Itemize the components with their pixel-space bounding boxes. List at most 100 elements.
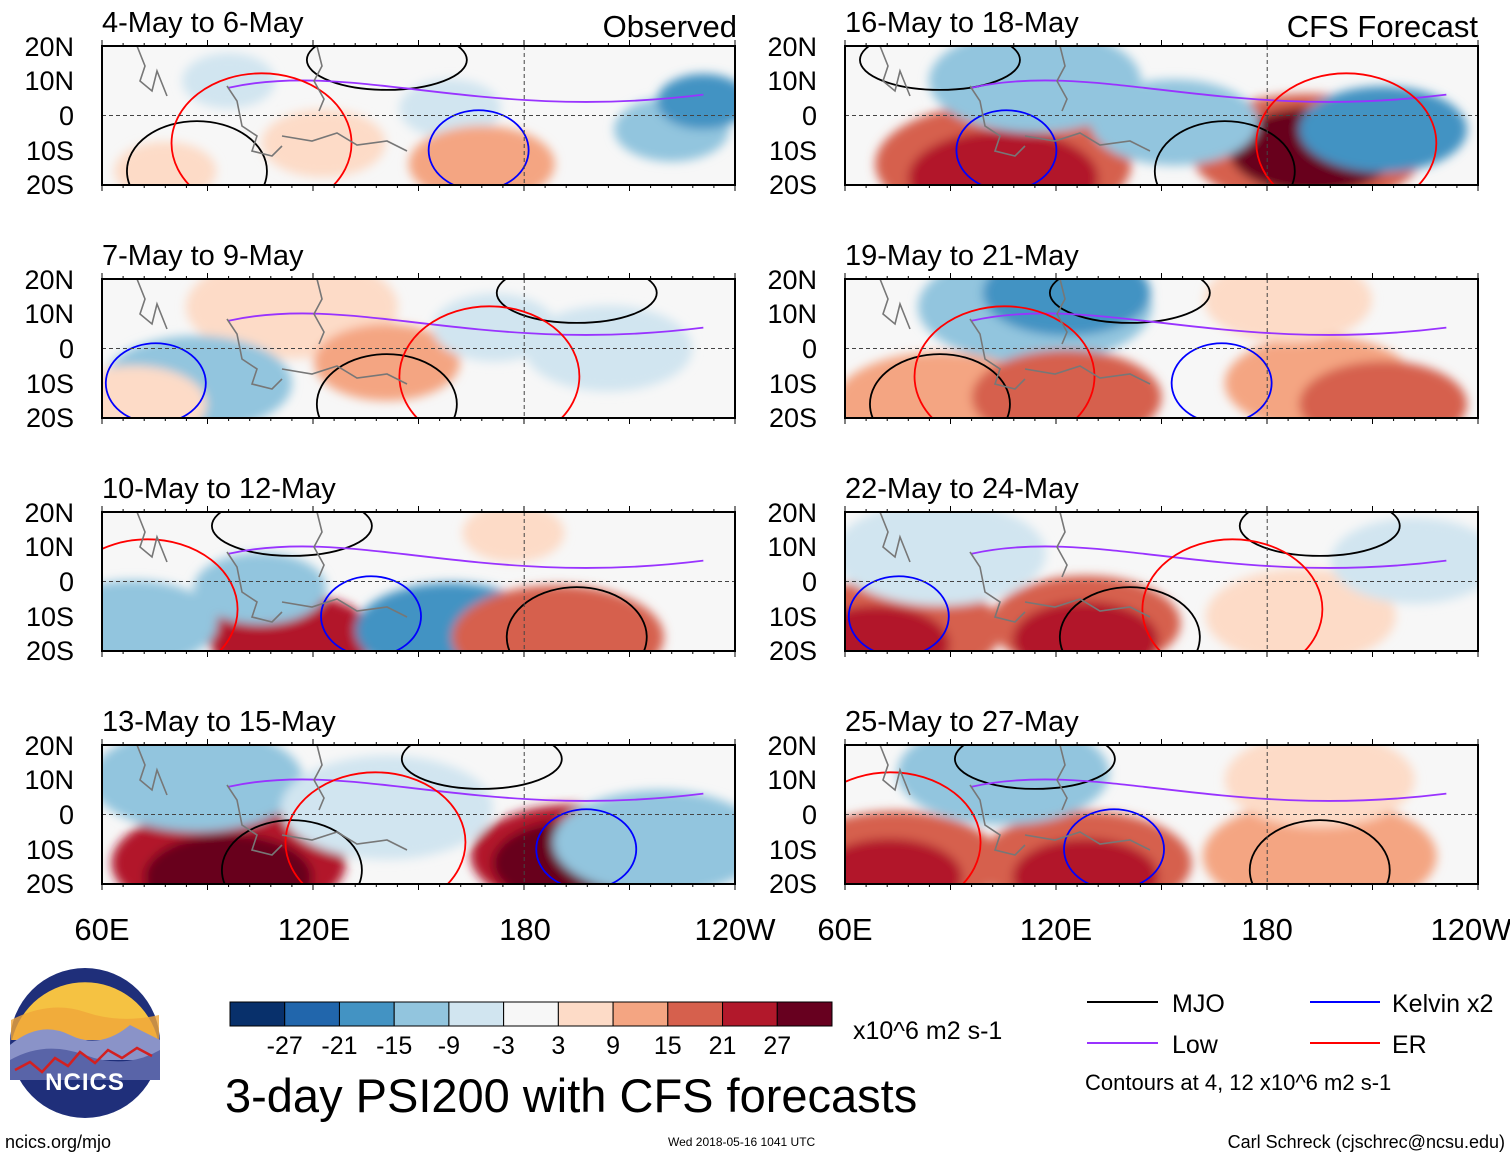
anomaly-blob [1204, 279, 1373, 343]
coast-indonesia [1024, 132, 1151, 152]
coast-india [136, 46, 168, 97]
lon-label-left-180: 180 [499, 912, 551, 947]
coast-indochina [226, 85, 283, 157]
map-panel: 13-May to 15-May 20N 10N 0 10S 20S [24, 706, 736, 899]
anomaly-blob [971, 349, 1162, 418]
mjo-contour [315, 353, 458, 418]
anomaly-blob [553, 790, 735, 884]
colorbar-tick: 15 [654, 1032, 682, 1060]
anomaly-blob [1224, 745, 1415, 828]
coast-indochina [226, 784, 283, 856]
coast-indochina [969, 551, 1026, 623]
lat-label: 0 [59, 800, 74, 830]
colorbar-swatch [612, 1001, 669, 1027]
anomaly-blob [845, 838, 963, 884]
panel-title: 16-May to 18-May [845, 7, 1079, 39]
low-contour [228, 778, 704, 802]
anomaly-blob [1202, 799, 1437, 884]
panel-title: 10-May to 12-May [102, 473, 336, 505]
er-contour [170, 72, 353, 185]
lat-label: 20N [767, 731, 817, 761]
lat-label: 10N [767, 765, 817, 795]
map-panel: 7-May to 9-May 20N 10N 0 10S 20S [24, 240, 736, 433]
colorbar-swatch [448, 1001, 505, 1027]
panel-title: 25-May to 27-May [845, 706, 1079, 738]
er-contour [284, 771, 467, 884]
mjo-contour [400, 745, 563, 790]
lat-label: 20S [769, 869, 817, 899]
lat-label: 0 [59, 334, 74, 364]
lat-label: 10N [767, 66, 817, 96]
kelvin-contour [535, 808, 638, 884]
panel-title: 13-May to 15-May [102, 706, 336, 738]
mjo-contour [859, 46, 1021, 91]
anomaly-blob [408, 125, 555, 185]
er-contour [398, 305, 581, 418]
lat-label: 10S [26, 602, 74, 632]
lon-label-right-180: 180 [1241, 912, 1293, 947]
anomaly-blob [261, 109, 386, 178]
mjo-contour [869, 353, 1011, 418]
map-panel: 4-May to 6-May 20N 10N 0 10S 20S [24, 7, 736, 200]
colorbar-swatch [284, 1001, 340, 1027]
anomaly-blob [399, 79, 502, 139]
contours [126, 46, 704, 185]
lat-label: 10N [767, 299, 817, 329]
coast-philippines [1056, 745, 1068, 811]
logo-temperature-line [14, 1046, 153, 1074]
mjo-contour [221, 819, 363, 884]
lat-label: 20N [24, 32, 74, 62]
kelvin-contour [847, 575, 950, 651]
lat-label: 0 [802, 101, 817, 131]
lon-label-right-60e: 60E [817, 912, 872, 947]
lat-label: 20S [26, 869, 74, 899]
logo-text: NCICS [45, 1069, 125, 1096]
anomaly-blob [313, 323, 460, 401]
lat-label: 20N [767, 498, 817, 528]
colorbar-swatch [667, 1001, 724, 1027]
contours [847, 512, 1447, 651]
lat-label: 10S [769, 602, 817, 632]
lat-label: 10S [26, 369, 74, 399]
coast-philippines [1056, 512, 1068, 578]
low-contour [971, 79, 1447, 103]
legend-label-low: Low [1172, 1031, 1219, 1059]
colorbar-tick: -27 [267, 1032, 303, 1060]
contours [859, 46, 1447, 185]
kelvin-contour [1063, 808, 1165, 884]
coast-indonesia [281, 132, 408, 152]
figure-title: 3-day PSI200 with CFS forecasts [225, 1069, 917, 1122]
colorbar-swatch [722, 1001, 778, 1027]
coast-philippines [313, 745, 325, 811]
lat-label: 20N [767, 265, 817, 295]
map-panel: 22-May to 24-May 20N 10N 0 10S 20S [767, 473, 1479, 666]
mjo-contour [211, 512, 373, 557]
colorbar-swatch [776, 1001, 833, 1027]
coastlines [879, 46, 1151, 157]
kelvin-contour [320, 575, 422, 651]
footer-website[interactable]: ncics.org/mjo [5, 1132, 111, 1152]
anomaly-blob [102, 745, 303, 832]
colorbar: -27 -21 -15 -9 -3 3 9 15 21 27 [229, 1001, 833, 1060]
colorbar-swatch [557, 1001, 614, 1027]
colorbar-tick: 3 [551, 1032, 565, 1060]
anomaly-blob [451, 585, 664, 651]
observed-label: Observed [603, 9, 737, 44]
map-panel: 16-May to 18-May 20N 10N 0 10S 20S [767, 7, 1479, 200]
coast-indonesia [281, 598, 408, 618]
colorbar-units: x10^6 m2 s-1 [853, 1017, 1002, 1045]
coast-philippines [313, 46, 325, 112]
anomaly-blob [193, 552, 327, 625]
low-contour [228, 545, 704, 569]
contours [845, 745, 1447, 884]
coastlines [136, 745, 408, 856]
er-contour [102, 538, 239, 651]
coast-india [136, 512, 168, 563]
colorbar-tick: -9 [438, 1032, 460, 1060]
low-contour [228, 79, 704, 103]
lat-label: 0 [802, 800, 817, 830]
er-contour [1255, 72, 1438, 185]
coastlines [879, 745, 1151, 856]
